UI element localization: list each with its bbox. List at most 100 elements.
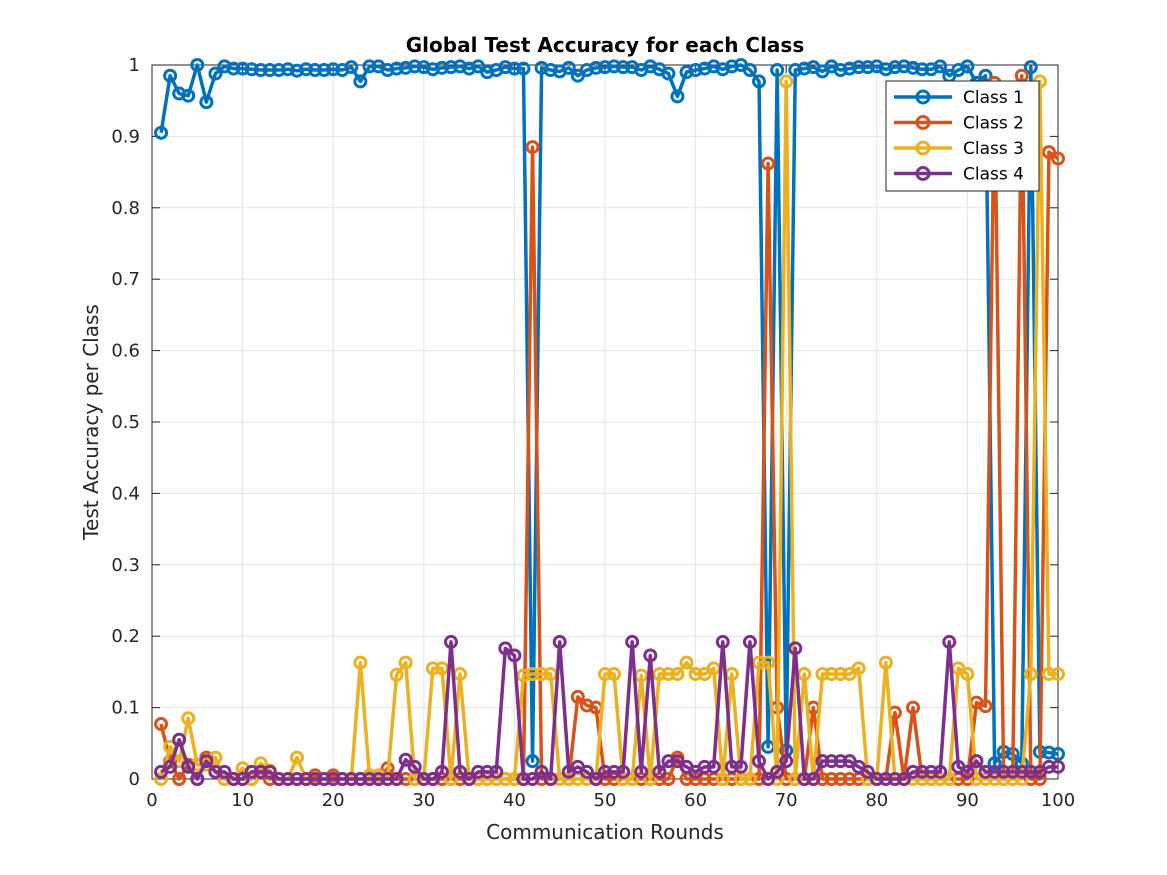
data-point — [217, 59, 232, 74]
data-point — [552, 772, 567, 786]
x-tick-label: 100 — [1041, 790, 1075, 811]
data-point — [896, 772, 911, 786]
data-point — [389, 61, 404, 76]
data-point — [860, 764, 875, 779]
data-point — [443, 634, 458, 649]
data-point — [534, 667, 549, 682]
data-point — [235, 772, 250, 786]
x-axis-title: Communication Rounds — [486, 820, 724, 844]
data-point — [625, 634, 640, 649]
data-point — [815, 754, 830, 769]
data-point — [181, 759, 196, 774]
data-point — [896, 59, 911, 74]
data-point — [1005, 764, 1020, 779]
data-point — [425, 772, 440, 786]
data-point — [317, 772, 332, 786]
data-point — [525, 772, 540, 786]
data-point — [679, 655, 694, 670]
data-point — [788, 772, 803, 786]
data-point — [253, 63, 268, 77]
data-point — [797, 667, 812, 682]
data-point — [752, 772, 767, 786]
legend-label: Class 1 — [963, 88, 1024, 108]
data-point — [933, 764, 948, 779]
data-point — [1051, 151, 1065, 166]
data-point — [516, 772, 531, 786]
data-point — [661, 66, 676, 81]
legend-swatch-marker — [915, 166, 931, 181]
data-point — [779, 772, 794, 786]
data-point — [724, 59, 739, 74]
data-point — [416, 60, 431, 75]
data-point — [915, 764, 930, 779]
data-point — [353, 772, 368, 786]
legend: Class 1 Class 2 Class 3 Class 4 — [885, 80, 1040, 192]
data-point — [289, 772, 304, 786]
data-point — [398, 752, 413, 767]
data-point — [715, 634, 730, 649]
data-point — [797, 61, 812, 76]
data-point — [643, 648, 658, 663]
y-tick-label: 0.7 — [111, 269, 140, 290]
data-point — [208, 66, 223, 81]
data-point — [833, 63, 848, 77]
data-point — [570, 689, 585, 704]
data-point — [480, 65, 495, 80]
data-point — [280, 62, 295, 77]
y-tick-label: 0 — [129, 769, 140, 790]
x-tick-label: 30 — [412, 790, 435, 811]
data-point — [1041, 759, 1056, 774]
data-point — [969, 772, 984, 786]
data-point — [616, 60, 631, 75]
data-point — [661, 754, 676, 769]
data-point — [960, 764, 975, 779]
data-point — [516, 668, 531, 683]
data-point — [534, 764, 549, 779]
y-tick-label: 0.9 — [111, 126, 140, 147]
data-point — [344, 772, 359, 786]
data-point — [226, 772, 241, 786]
data-point — [987, 764, 1002, 779]
data-point — [996, 764, 1011, 779]
legend-swatch-marker — [915, 89, 931, 105]
data-point — [226, 61, 241, 76]
data-point — [389, 667, 404, 682]
series-4 — [154, 634, 1065, 786]
data-point — [851, 661, 866, 676]
data-point — [588, 772, 603, 786]
data-point — [924, 764, 939, 779]
data-point — [271, 772, 286, 786]
tick-labels: 0 10 20 30 40 50 60 70 80 90 100 0 0.1 0.2 0.3 0.4 0.5 0.… — [111, 55, 1075, 811]
x-tick-label: 50 — [594, 790, 617, 811]
legend-label: Class 4 — [963, 165, 1024, 185]
data-point — [398, 772, 413, 786]
data-point — [362, 772, 377, 786]
data-point — [289, 63, 304, 78]
data-point — [326, 62, 341, 77]
data-point — [761, 156, 776, 171]
data-point — [878, 62, 893, 77]
data-point — [462, 772, 477, 786]
data-point — [761, 772, 776, 786]
data-point — [190, 772, 205, 786]
data-point — [1051, 667, 1065, 682]
data-point — [579, 764, 594, 779]
data-point — [634, 764, 649, 779]
data-point — [1023, 667, 1038, 682]
data-point — [199, 95, 214, 110]
data-point — [670, 89, 685, 104]
data-point — [335, 772, 350, 786]
data-point — [271, 63, 286, 77]
data-point — [960, 59, 975, 74]
data-point — [978, 764, 993, 779]
data-point — [987, 756, 1002, 771]
data-point — [933, 59, 948, 74]
data-point — [588, 60, 603, 75]
y-tick-label: 0.2 — [111, 626, 140, 647]
data-point — [471, 764, 486, 779]
data-point — [543, 63, 558, 77]
data-point — [761, 655, 776, 670]
chart-title: Global Test Accuracy for each Class — [406, 33, 805, 57]
data-point — [833, 754, 848, 769]
data-point — [688, 63, 703, 77]
